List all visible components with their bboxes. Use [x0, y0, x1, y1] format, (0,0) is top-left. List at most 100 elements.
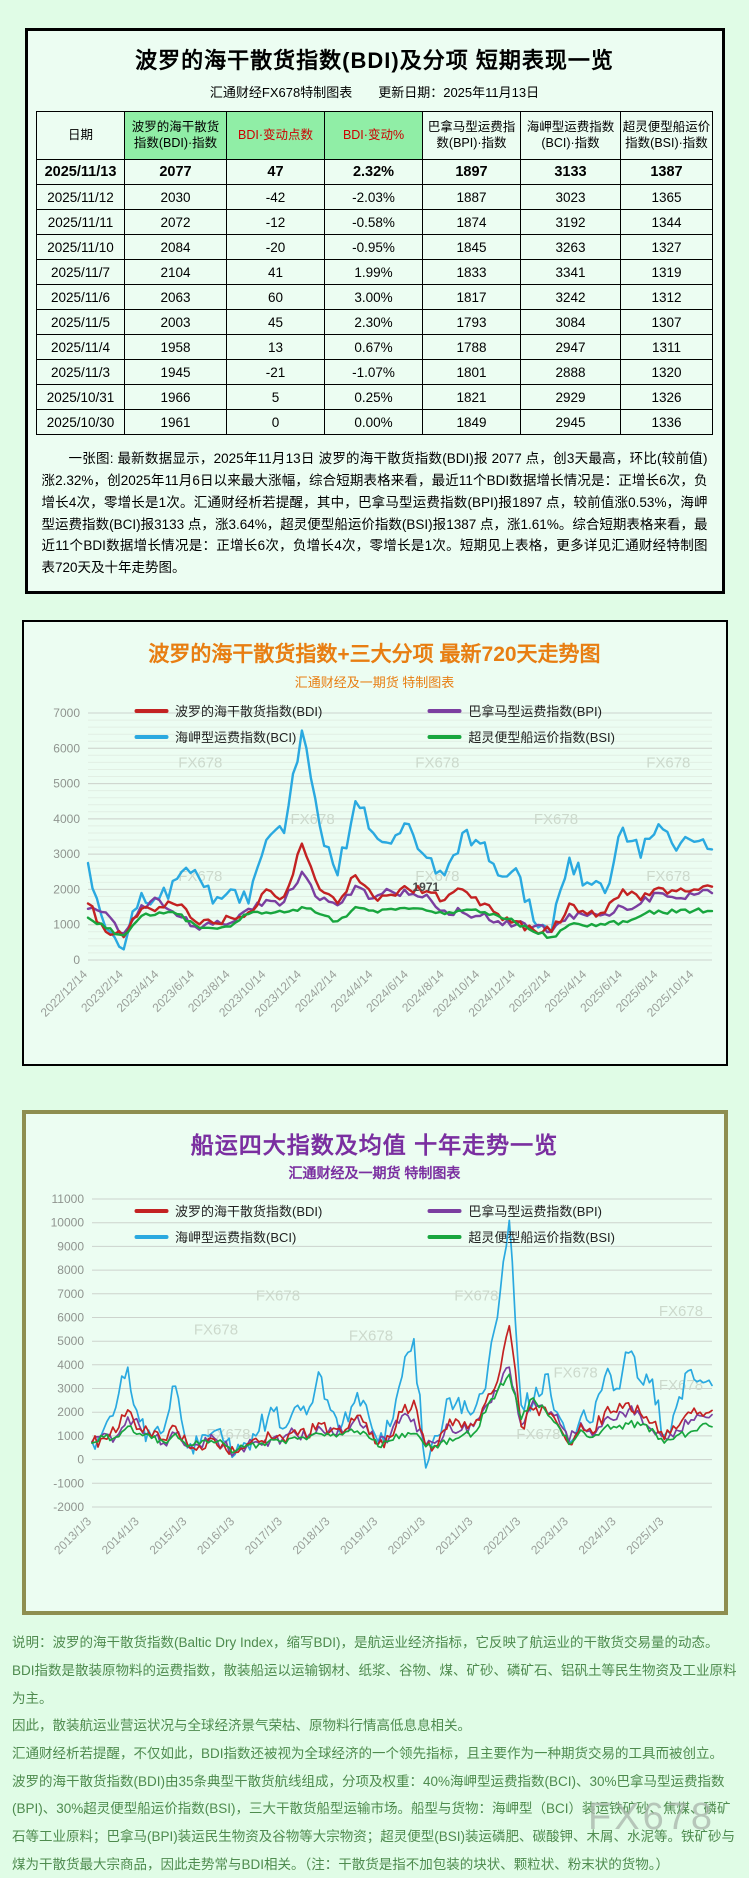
- bdi-table-body: 2025/11/13 2077 47 2.32% 1897 3133 1387 2025/11…: [36, 159, 713, 435]
- legend-swatch: [427, 734, 462, 739]
- table-cell: 3242: [520, 284, 621, 310]
- table-cell: 2025/11/12: [36, 184, 125, 210]
- chart-10y-canvas: -2000 -1000 0 1000 2000 3000 4000 5000 6000 7000 8…: [50, 1192, 713, 1557]
- svg-text:2024/1/3: 2024/1/3: [575, 1514, 618, 1557]
- fx678-watermark: FX678: [255, 1288, 299, 1305]
- table-cell: 2003: [124, 309, 227, 335]
- table-cell: 2030: [124, 184, 227, 210]
- table-cell: 2104: [124, 259, 227, 285]
- legend-item: 超灵便型船运价指数(BSI): [427, 1227, 615, 1246]
- table-row: 2025/11/4 1958 13 0.67% 1788 2947 1311: [36, 334, 713, 360]
- table-cell: 1365: [620, 184, 713, 210]
- table-cell: -0.58%: [324, 209, 423, 235]
- legend-swatch: [427, 708, 462, 713]
- table-cell: 2025/11/13: [36, 159, 125, 185]
- chart-720d-panel: 波罗的海干散货指数+三大分项 最新720天走势图 汇通财经及一期货 特制图表 波…: [21, 620, 728, 1067]
- table-cell: 1312: [620, 284, 713, 310]
- chart-10y-area: 波罗的海干散货指数(BDI) 巴拿马型运费指数(BPI) 海岬型运费指数(BCI) 超…: [26, 1187, 724, 1607]
- chart-10y-title: 船运四大指数及均值 十年走势一览: [190, 1132, 559, 1159]
- table-cell: 1307: [620, 309, 713, 335]
- table-cell: 1326: [620, 384, 713, 410]
- table-cell: -12: [226, 209, 325, 235]
- svg-text:2014/1/3: 2014/1/3: [98, 1514, 141, 1557]
- legend-item: 超灵便型船运价指数(BSI): [427, 727, 615, 746]
- table-cell: 5: [226, 384, 325, 410]
- chart-720d-legend: 波罗的海干散货指数(BDI) 巴拿马型运费指数(BPI) 海岬型运费指数(BCI) 超…: [134, 701, 615, 746]
- svg-text:2019/1/3: 2019/1/3: [337, 1514, 380, 1557]
- svg-text:1000: 1000: [53, 918, 80, 932]
- fx678-watermark: FX678: [415, 868, 459, 885]
- fx678-watermark: FX678: [193, 1322, 237, 1339]
- footer-line: 因此，散装航运业营运状况与全球经济景气荣枯、原物料行情高低息息相关。: [12, 1718, 471, 1734]
- table-cell: 41: [226, 259, 325, 285]
- fx678-watermark: FX678: [646, 754, 690, 771]
- table-cell: 2025/11/11: [36, 209, 125, 235]
- svg-text:2023/1/3: 2023/1/3: [528, 1514, 571, 1557]
- chart-10y-panel: 船运四大指数及均值 十年走势一览 汇通财经及一期货 特制图表 波罗的海干散货指数…: [21, 1110, 728, 1616]
- svg-text:0: 0: [77, 1453, 84, 1467]
- svg-text:5000: 5000: [53, 777, 80, 791]
- bdi-table: 日期 波罗的海干散货指数(BDI)·指数 BDI·变动点数 BDI·变动% 巴拿马型运费…: [36, 111, 713, 435]
- bdi-explanation: 说明：波罗的海干散货指数(Baltic Dry Index，缩写BDI)，是航运…: [12, 1629, 739, 1878]
- table-cell: 1336: [620, 409, 713, 435]
- table-cell: 3084: [520, 309, 621, 335]
- table-cell: 1311: [620, 334, 713, 360]
- table-cell: 1320: [620, 359, 713, 385]
- series-line: [90, 1219, 713, 1469]
- svg-text:2017/1/3: 2017/1/3: [241, 1514, 284, 1557]
- table-cell: 45: [226, 309, 325, 335]
- fx678-watermark: FX678: [348, 1328, 392, 1345]
- chart-720d-subtitle: 汇通财经及一期货 特制图表: [294, 675, 455, 691]
- table-cell: 1958: [124, 334, 227, 360]
- table-cell: 13: [226, 334, 325, 360]
- table-cell: 47: [226, 159, 325, 185]
- svg-text:11000: 11000: [51, 1192, 84, 1206]
- legend-swatch: [134, 1208, 169, 1213]
- fx678-watermark: FX678: [290, 811, 334, 828]
- svg-text:5000: 5000: [57, 1334, 84, 1348]
- table-cell: 60: [226, 284, 325, 310]
- table-cell: 2025/11/10: [36, 234, 125, 260]
- table-cell: 2063: [124, 284, 227, 310]
- table-cell: 2945: [520, 409, 621, 435]
- table-cell: 1327: [620, 234, 713, 260]
- column-header: 巴拿马型运费指数(BPI)·指数: [422, 111, 521, 160]
- table-cell: -0.95%: [324, 234, 423, 260]
- table-cell: 1387: [620, 159, 713, 185]
- table-cell: 1961: [124, 409, 227, 435]
- table-cell: 3192: [520, 209, 621, 235]
- legend-swatch: [134, 734, 169, 739]
- fx678-watermark: FX678: [516, 1426, 560, 1443]
- table-cell: 2084: [124, 234, 227, 260]
- chart-10y-subtitle: 汇通财经及一期货 特制图表: [288, 1165, 461, 1182]
- fx678-watermark: FX678: [178, 754, 222, 771]
- legend-swatch: [427, 1208, 462, 1213]
- fx678-watermark: FX678: [454, 1288, 498, 1305]
- footer-line: 汇通财经析若提醒，不仅如此，BDI指数还被视为全球经济的一个领先指标，且主要作为…: [12, 1745, 724, 1761]
- table-cell: 2947: [520, 334, 621, 360]
- table-cell: 1833: [422, 259, 521, 285]
- table-row: 2025/11/12 2030 -42 -2.03% 1887 3023 1365: [36, 184, 713, 210]
- table-cell: 1887: [422, 184, 521, 210]
- table-cell: 3263: [520, 234, 621, 260]
- series-line: [86, 870, 713, 935]
- table-cell: 2025/11/5: [36, 309, 125, 335]
- table-cell: 2888: [520, 359, 621, 385]
- table-cell: 2.30%: [324, 309, 423, 335]
- table-row: 2025/11/6 2063 60 3.00% 1817 3242 1312: [36, 284, 713, 310]
- bdi-short-term-panel: 波罗的海干散货指数(BDI)及分项 短期表现一览 汇通财经FX678特制图表 更…: [24, 28, 725, 595]
- column-header: 海岬型运费指数(BCI)·指数: [520, 111, 621, 160]
- legend-label: 海岬型运费指数(BCI): [175, 730, 297, 746]
- chart-720d-area: 波罗的海干散货指数(BDI) 巴拿马型运费指数(BPI) 海岬型运费指数(BCI) 超…: [24, 695, 726, 1060]
- table-cell: 1788: [422, 334, 521, 360]
- fx678-watermark: FX678: [646, 868, 690, 885]
- legend-item: 波罗的海干散货指数(BDI): [134, 1201, 322, 1220]
- svg-text:-2000: -2000: [53, 1500, 84, 1514]
- table-subtitle: 汇通财经FX678特制图表 更新日期：2025年11月13日: [209, 85, 540, 100]
- table-cell: 1874: [422, 209, 521, 235]
- svg-text:2000: 2000: [53, 883, 80, 897]
- table-cell: 1801: [422, 359, 521, 385]
- legend-label: 巴拿马型运费指数(BPI): [468, 1204, 602, 1220]
- svg-text:2018/1/3: 2018/1/3: [289, 1514, 332, 1557]
- series-line: [86, 842, 713, 939]
